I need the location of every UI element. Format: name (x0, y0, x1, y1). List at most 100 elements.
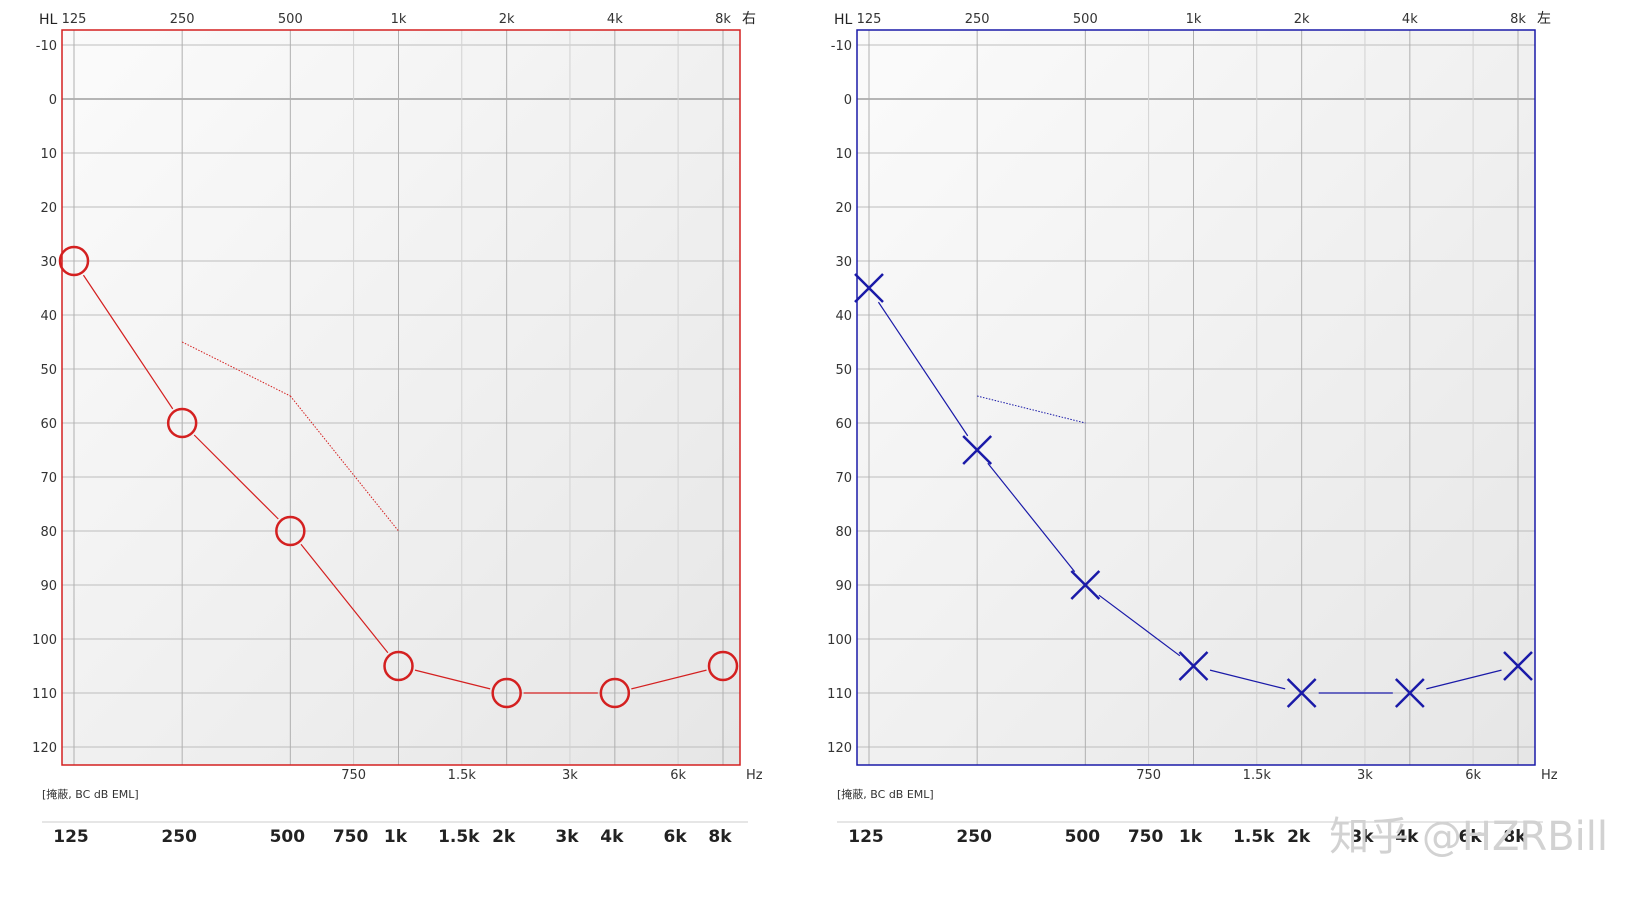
plot-frame (856, 29, 1536, 766)
y-axis-unit-label: HL (834, 12, 853, 28)
y-tick-label: 110 (827, 687, 852, 702)
x-tick-label-mid: 3k (562, 768, 578, 783)
threshold-marker-circle (58, 245, 90, 277)
x-tick-label-top: 1k (1186, 12, 1202, 27)
x-tick-label-top: 125 (857, 12, 882, 27)
bottom-frequency-label: 6k (664, 827, 688, 847)
bottom-frequency-label: 125 (53, 827, 89, 847)
y-tick-label: 20 (835, 201, 852, 216)
y-tick-label: 110 (32, 687, 57, 702)
threshold-marker-circle (599, 677, 631, 709)
masking-note: [掩蔽, BC dB EML] (42, 787, 139, 801)
masking-note: [掩蔽, BC dB EML] (837, 787, 934, 801)
threshold-marker-x (1503, 651, 1533, 681)
air-conduction-segment (300, 543, 389, 654)
y-tick-label: 100 (32, 633, 57, 648)
y-tick-label: 20 (40, 201, 57, 216)
plot-area (62, 30, 740, 765)
y-tick-label: 10 (40, 147, 57, 162)
threshold-marker-x (854, 273, 884, 303)
bone-conduction-segment (181, 341, 291, 397)
air-conduction-segment (631, 669, 707, 690)
y-tick-label: 60 (835, 417, 852, 432)
x-tick-label-top: 125 (62, 12, 87, 27)
air-conduction-segment (1098, 594, 1181, 657)
bottom-frequency-label: 6k (1459, 827, 1483, 847)
y-tick-label: 10 (835, 147, 852, 162)
x-tick-label-top: 1k (391, 12, 407, 27)
threshold-marker-x (1286, 678, 1317, 708)
watermark: 知乎 @HZRBill (1329, 814, 1608, 860)
bottom-frequency-label: 4k (600, 827, 624, 847)
y-tick-label: 120 (32, 741, 57, 756)
right-ear-audiogram: -10 0 10 20 30 40 50 60 70 80 90 100 110 120 125 250 500… (32, 11, 763, 847)
bottom-frequency-label: 750 (1128, 827, 1164, 847)
bottom-frequency-label: 4k (1395, 827, 1419, 847)
bottom-frequency-label: 8k (1503, 827, 1527, 847)
threshold-marker-x (1394, 678, 1425, 708)
bottom-frequency-label: 8k (708, 827, 732, 847)
bottom-frequency-label: 2k (492, 827, 516, 847)
threshold-marker-x (1178, 651, 1209, 681)
x-tick-label-mid: 3k (1357, 768, 1373, 783)
plot-frame (61, 29, 741, 766)
threshold-marker-circle (166, 407, 198, 439)
y-tick-label: 90 (835, 579, 852, 594)
x-tick-label-top: 2k (499, 12, 515, 27)
x-tick-label-mid: 6k (1465, 768, 1481, 783)
bottom-frequency-label: 2k (1287, 827, 1311, 847)
threshold-marker-circle (707, 650, 739, 682)
y-tick-label: -10 (831, 39, 852, 54)
y-tick-label: -10 (36, 39, 57, 54)
x-tick-label-top: 8k (1510, 12, 1526, 27)
bottom-frequency-label: 3k (1350, 827, 1374, 847)
air-conduction-segment (877, 301, 969, 437)
air-conduction-segment (82, 274, 174, 410)
x-tick-label-mid: 750 (341, 768, 366, 783)
bottom-frequency-label: 500 (1065, 827, 1101, 847)
y-tick-label: 50 (40, 363, 57, 378)
threshold-marker-circle (383, 650, 414, 682)
y-tick-label: 0 (49, 93, 57, 108)
x-tick-label-top: 500 (278, 12, 303, 27)
air-conduction-segment (1209, 669, 1286, 690)
x-tick-label-top: 2k (1294, 12, 1310, 27)
y-tick-label: 30 (40, 255, 57, 270)
y-tick-label: 50 (835, 363, 852, 378)
bone-conduction-segment (289, 395, 399, 532)
x-tick-label-mid: 1.5k (1243, 768, 1272, 783)
air-conduction-segment (1426, 669, 1502, 690)
x-tick-label-top: 8k (715, 12, 731, 27)
y-tick-label: 40 (40, 309, 57, 324)
threshold-marker-circle (275, 515, 306, 547)
x-axis-unit-label: Hz (1541, 768, 1558, 783)
x-axis-unit-label: Hz (746, 768, 763, 783)
threshold-marker-x (1070, 570, 1101, 600)
bottom-frequency-label: 1k (384, 827, 408, 847)
y-tick-label: 70 (835, 471, 852, 486)
bottom-frequency-label: 500 (270, 827, 306, 847)
bottom-frequency-label: 3k (555, 827, 579, 847)
bottom-frequency-label: 125 (848, 827, 884, 847)
y-tick-label: 0 (844, 93, 852, 108)
ear-side-label: 右 (742, 11, 756, 27)
air-conduction-segment (987, 462, 1076, 573)
x-tick-label-mid: 750 (1136, 768, 1161, 783)
bottom-frequency-label: 750 (333, 827, 369, 847)
threshold-marker-x (962, 435, 993, 465)
y-tick-label: 120 (827, 741, 852, 756)
y-tick-label: 30 (835, 255, 852, 270)
y-tick-label: 60 (40, 417, 57, 432)
y-tick-label: 40 (835, 309, 852, 324)
ear-side-label: 左 (1537, 11, 1551, 27)
y-tick-label: 80 (40, 525, 57, 540)
y-tick-label: 90 (40, 579, 57, 594)
x-tick-label-top: 4k (607, 12, 623, 27)
bottom-frequency-label: 1.5k (1233, 827, 1275, 847)
x-tick-label-mid: 6k (670, 768, 686, 783)
y-tick-label: 70 (40, 471, 57, 486)
bone-conduction-segment (977, 395, 1086, 424)
threshold-marker-circle (491, 677, 522, 709)
air-conduction-segment (193, 434, 279, 520)
bottom-frequency-label: 250 (956, 827, 992, 847)
